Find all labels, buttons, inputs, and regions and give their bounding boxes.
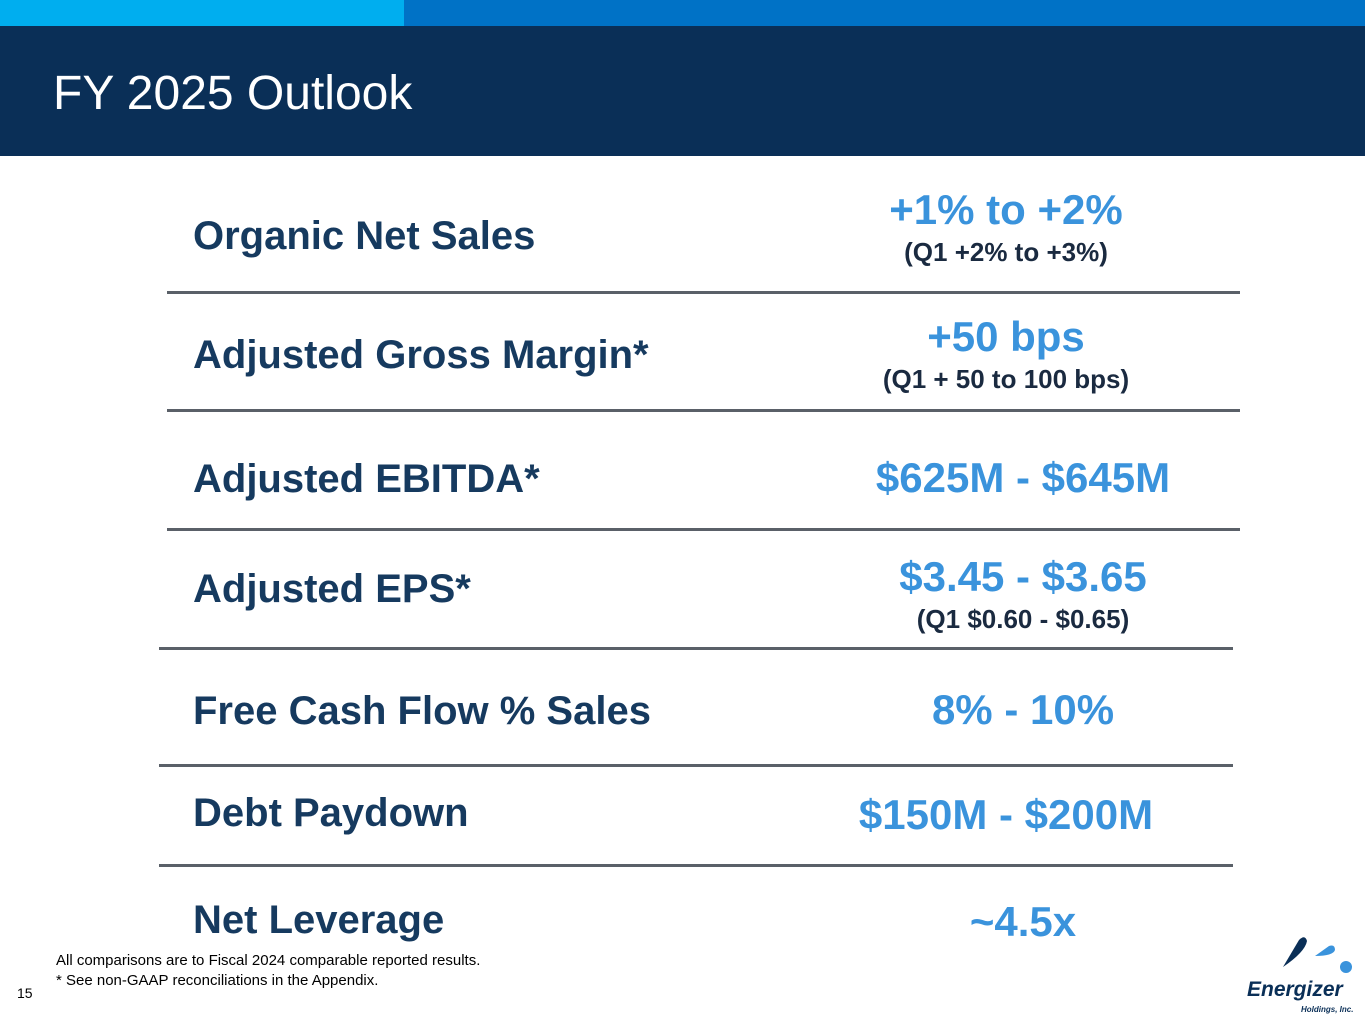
row-value-group: 8% - 10% xyxy=(823,684,1223,736)
row-value: $3.45 - $3.65 xyxy=(899,553,1147,600)
logo-wordmark: Energizer xyxy=(1247,978,1345,1001)
logo-dark-swoosh-icon xyxy=(1283,937,1307,967)
logo-dot-icon xyxy=(1340,961,1352,973)
row-divider xyxy=(167,291,1240,294)
row-subvalue: (Q1 + 50 to 100 bps) xyxy=(882,364,1130,394)
row-value-group: $625M - $645M xyxy=(823,452,1223,504)
row-value-group: $150M - $200M xyxy=(806,789,1206,841)
row-value: 8% - 10% xyxy=(931,686,1115,733)
row-divider xyxy=(167,528,1240,531)
row-value-group: ~4.5x xyxy=(823,896,1223,948)
row-value-group: +1% to +2% (Q1 +2% to +3%) xyxy=(806,184,1206,268)
accent-bar-dark xyxy=(404,0,1365,26)
title-header: FY 2025 Outlook xyxy=(0,26,1365,156)
row-label: Organic Net Sales xyxy=(193,214,536,258)
row-value: $150M - $200M xyxy=(858,791,1154,838)
page-title: FY 2025 Outlook xyxy=(53,67,413,120)
row-label: Net Leverage xyxy=(193,898,445,942)
row-value: $625M - $645M xyxy=(875,454,1171,501)
page-number: 15 xyxy=(17,985,33,1001)
row-label: Free Cash Flow % Sales xyxy=(193,689,651,733)
row-value: ~4.5x xyxy=(969,898,1077,945)
row-divider xyxy=(167,409,1240,412)
row-label: Adjusted Gross Margin* xyxy=(193,333,649,377)
row-value-group: $3.45 - $3.65 (Q1 $0.60 - $0.65) xyxy=(823,551,1223,635)
row-value-group: +50 bps (Q1 + 50 to 100 bps) xyxy=(806,311,1206,395)
row-value: +1% to +2% xyxy=(889,186,1123,233)
row-divider xyxy=(159,864,1233,867)
row-subvalue: (Q1 +2% to +3%) xyxy=(904,237,1108,267)
row-subvalue: (Q1 $0.60 - $0.65) xyxy=(916,604,1130,634)
row-divider xyxy=(159,764,1233,767)
footnote-non-gaap: * See non-GAAP reconciliations in the Ap… xyxy=(56,972,379,989)
footnote-comparisons: All comparisons are to Fiscal 2024 compa… xyxy=(56,952,481,969)
row-label: Adjusted EBITDA* xyxy=(193,457,540,501)
energizer-logo: Energizer Holdings, Inc. xyxy=(1247,937,1353,1014)
row-label: Debt Paydown xyxy=(193,791,469,835)
accent-bar-light xyxy=(0,0,404,26)
logo-subtitle: Holdings, Inc. xyxy=(1301,1005,1353,1014)
row-divider xyxy=(159,647,1233,650)
row-label: Adjusted EPS* xyxy=(193,567,471,611)
row-value: +50 bps xyxy=(927,313,1085,360)
logo-light-swoosh-icon xyxy=(1315,945,1335,956)
